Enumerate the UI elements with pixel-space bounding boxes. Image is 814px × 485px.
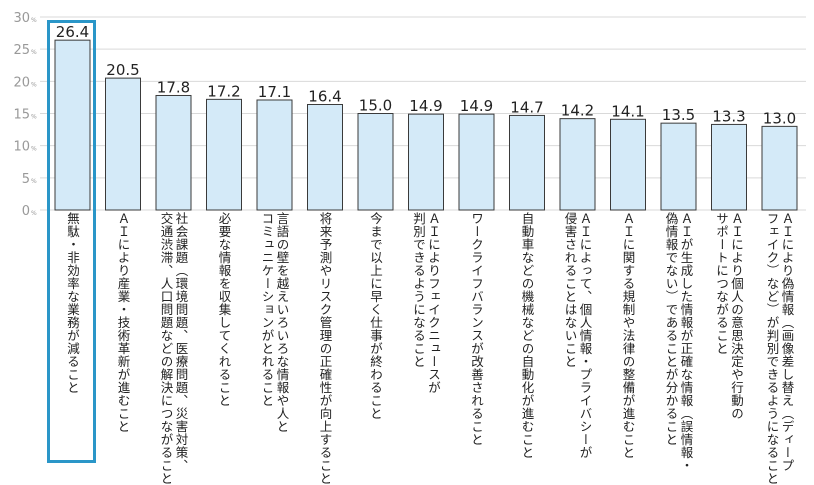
bar <box>54 39 91 211</box>
bar <box>761 125 798 211</box>
value-label: 15.0 <box>359 97 392 115</box>
bars <box>54 39 798 211</box>
bar <box>307 103 343 211</box>
value-label: 17.8 <box>157 78 190 96</box>
y-tick-unit: % <box>31 49 37 56</box>
x-tick-label: ＡＩに関する規制や法律の整備が進むこと <box>620 212 636 459</box>
x-tick-label: ワークライフバランスが改善されること <box>469 212 484 446</box>
value-label: 13.3 <box>712 107 745 125</box>
y-tick-label: 20 <box>13 75 30 90</box>
x-tick-label: ＡＩが生成した情報が正確な情報（誤情報・ 偽情報でない）であることが分かること <box>663 212 694 472</box>
bar <box>660 122 697 211</box>
x-tick-label: 必要な情報を収集してくれること <box>216 212 232 407</box>
y-tick-unit: % <box>31 210 37 217</box>
value-label: 13.0 <box>763 109 796 127</box>
value-label: 17.1 <box>258 83 291 101</box>
y-tick-label: 0 <box>22 204 30 219</box>
bar <box>357 113 394 211</box>
y-tick-unit: % <box>31 146 37 153</box>
bar <box>711 123 747 211</box>
x-tick-label: 無駄・非効率な業務が減ること <box>65 212 80 394</box>
bar <box>155 94 192 211</box>
y-tick-unit: % <box>31 81 37 88</box>
value-label: 17.2 <box>207 82 240 100</box>
bar <box>610 118 646 211</box>
bar <box>408 113 444 211</box>
value-label: 26.4 <box>56 23 89 41</box>
bar <box>206 98 242 211</box>
value-label: 14.7 <box>510 98 543 116</box>
x-tick-label: ＡＩによって、個人情報・プライバシーが 侵害されることはないこと <box>562 212 593 459</box>
x-tick-label: 社会課題（環境問題、医療問題、災害対策、 交通渋滞、人口問題などの解決につながる… <box>158 212 189 485</box>
x-tick-label: ＡＩによりフェイクニュースが 判別できるようになること <box>411 212 441 394</box>
value-label: 14.2 <box>561 102 594 120</box>
value-label: 14.1 <box>611 102 644 120</box>
x-tick-label: 今まで以上に早く仕事が終わること <box>368 212 383 420</box>
value-label: 14.9 <box>460 97 493 115</box>
bar <box>256 99 293 211</box>
value-label: 13.5 <box>662 106 695 124</box>
y-axis-ticks: 0 %5 %10 %15 %20 %25 %30% <box>13 11 37 219</box>
y-tick-label: 15 <box>13 108 30 123</box>
value-label: 16.4 <box>308 87 341 105</box>
bar <box>509 114 545 211</box>
y-tick-unit: % <box>31 114 37 121</box>
y-tick-unit: % <box>31 178 37 185</box>
x-tick-label: 将来予測やリスク管理の正確性が向上すること <box>317 212 333 485</box>
value-label: 14.9 <box>409 97 442 115</box>
y-tick-label: 5 <box>22 172 30 187</box>
x-tick-label: ＡＩにより産業・技術革新が進むこと <box>115 212 131 433</box>
y-tick-label: 10 <box>13 140 30 155</box>
y-tick-label: 30 <box>13 11 30 26</box>
bar <box>105 77 141 211</box>
x-tick-label: 自動車などの機械などの自動化が進むこと <box>519 212 535 459</box>
y-tick-label: 25 <box>13 43 30 58</box>
x-tick-label: 言語の壁を越えいろいろな情報や人と コミュニケーションがとれること <box>259 212 290 433</box>
value-label: 20.5 <box>106 61 139 79</box>
y-tick-unit: % <box>31 17 37 24</box>
value-labels: 26.4 20.5 17.8 17.2 17.1 16.4 15.0 14.9 14.9 14.7… <box>56 23 796 127</box>
highlight-box <box>47 20 96 463</box>
bar <box>559 118 596 211</box>
x-tick-label: ＡＩにより偽情報（画像差し替え（ディープ フェイク）など）が判別できるようになる… <box>764 212 795 485</box>
x-tick-label: ＡＩにより個人の意思決定や行動の サポートにつながること <box>714 212 744 420</box>
bar <box>458 113 495 211</box>
